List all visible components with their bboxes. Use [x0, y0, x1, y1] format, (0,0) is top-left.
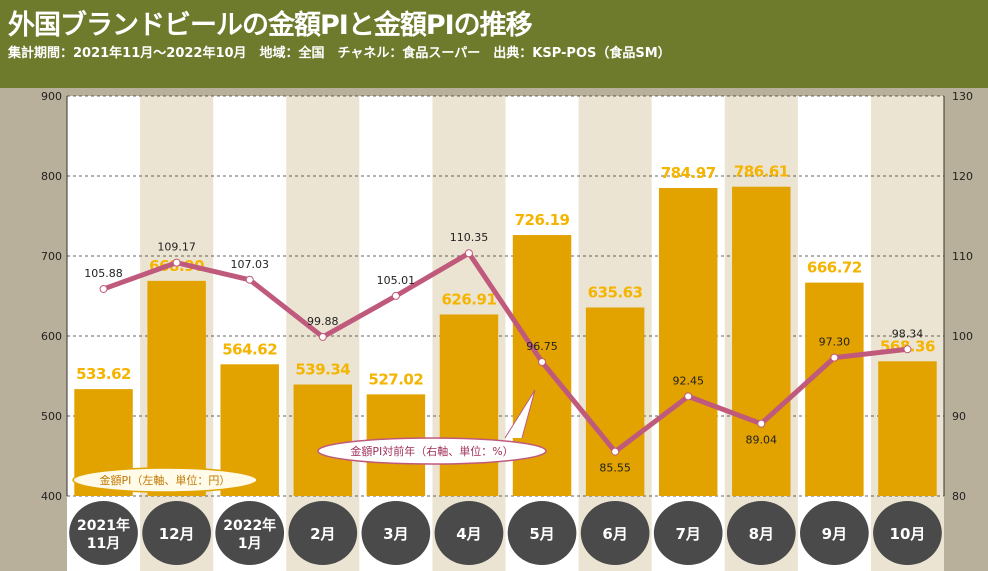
- line-value-label: 109.17: [157, 241, 196, 254]
- line-value-label: 110.35: [450, 231, 489, 244]
- bar-value-label: 726.19: [515, 211, 570, 229]
- bar-value-label: 533.62: [76, 365, 131, 383]
- bar: [147, 280, 206, 496]
- category-circle: [288, 501, 358, 565]
- chart-title: 外国ブランドビールの金額PIと金額PIの推移: [8, 10, 533, 41]
- category-label: 8月: [749, 525, 774, 543]
- line-value-label: 92.45: [672, 374, 704, 387]
- bar-value-label: 626.91: [442, 290, 497, 308]
- bar-value-label: 666.72: [807, 259, 862, 277]
- line-point: [318, 332, 327, 341]
- y-left-tick-label: 700: [41, 250, 62, 263]
- line-value-label: 89.04: [746, 434, 778, 447]
- y-right-tick-label: 100: [952, 330, 973, 343]
- line-point: [684, 392, 693, 401]
- header-band: 外国ブランドビールの金額PIと金額PIの推移 集計期間：2021年11月～202…: [0, 0, 988, 88]
- category-circle: [215, 501, 285, 565]
- bar: [293, 384, 353, 496]
- category-label: 3月: [383, 525, 408, 543]
- category-circle: [69, 501, 138, 565]
- category-circle: [653, 501, 723, 565]
- category-circle: [434, 501, 504, 565]
- y-right-tick-label: 130: [952, 90, 973, 103]
- bar-value-label: 786.61: [734, 163, 789, 181]
- category-label-line1: 2021年: [77, 517, 130, 534]
- y-left-tick-label: 400: [41, 490, 62, 503]
- bar: [732, 186, 791, 496]
- line-value-label: 85.55: [599, 462, 631, 475]
- line-point: [172, 258, 181, 267]
- category-circle: [142, 501, 211, 565]
- y-left-tick-label: 800: [41, 170, 62, 183]
- category-label: 9月: [822, 525, 847, 543]
- line-point: [903, 345, 912, 354]
- bar-value-label: 527.02: [368, 370, 423, 388]
- category-label: 5月: [529, 525, 554, 543]
- line-value-label: 107.03: [230, 258, 269, 271]
- bar: [805, 282, 864, 496]
- category-label-line2: 11月: [87, 536, 120, 552]
- category-label: 10月: [890, 525, 926, 543]
- line-point: [538, 358, 547, 366]
- bar: [585, 307, 645, 496]
- legend-bars-label: 金額PI（左軸、単位：円）: [100, 473, 231, 487]
- bar: [878, 361, 937, 496]
- category-label: 12月: [159, 525, 195, 543]
- y-left-tick-label: 600: [41, 330, 62, 343]
- y-right-tick-label: 80: [952, 490, 966, 503]
- y-right-tick-label: 120: [952, 170, 973, 183]
- y-right-tick-label: 110: [952, 250, 973, 263]
- line-point: [757, 419, 766, 428]
- category-circle: [726, 501, 796, 565]
- category-label-line2: 1月: [238, 536, 262, 552]
- line-value-label: 105.88: [84, 267, 123, 280]
- line-value-label: 105.01: [377, 274, 416, 287]
- line-value-label: 96.75: [526, 340, 558, 353]
- line-point: [464, 249, 473, 258]
- bar: [658, 188, 718, 497]
- bar-value-label: 539.34: [295, 361, 350, 379]
- category-circle: [873, 501, 942, 565]
- y-left-tick-label: 900: [41, 90, 62, 103]
- category-circle: [800, 501, 869, 565]
- bar-value-label: 784.97: [661, 164, 716, 182]
- line-value-label: 99.88: [307, 315, 339, 328]
- category-label-line1: 2022年: [223, 517, 276, 534]
- category-label: 2月: [310, 525, 335, 543]
- line-value-label: 98.34: [892, 327, 924, 340]
- legend-line-pointer: [504, 389, 536, 439]
- category-circle: [361, 501, 431, 565]
- bar-value-label: 635.63: [588, 283, 643, 301]
- category-label: 7月: [675, 525, 700, 543]
- category-circle: [580, 501, 650, 565]
- category-label: 6月: [602, 525, 627, 543]
- chart-subtitle: 集計期間：2021年11月～2022年10月 地域：全国 チャネル：食品スーパー…: [8, 46, 671, 61]
- y-right-tick-label: 90: [952, 410, 966, 423]
- line-point: [245, 275, 254, 284]
- line-point: [830, 353, 839, 362]
- y-left-tick-label: 500: [41, 410, 62, 423]
- line-value-label: 97.30: [819, 336, 851, 349]
- category-circle: [507, 501, 577, 565]
- line-point: [99, 284, 108, 293]
- line-point: [391, 291, 400, 300]
- legend-bars-badge: [72, 467, 258, 493]
- bar: [439, 314, 499, 496]
- legend-line-label: 金額PI対前年（右軸、単位：%）: [350, 444, 513, 458]
- legend-line-badge: [317, 437, 547, 465]
- category-label: 4月: [456, 525, 481, 543]
- yoy-line: [102, 250, 908, 455]
- line-point: [611, 447, 620, 456]
- bar-value-label: 564.62: [222, 340, 277, 358]
